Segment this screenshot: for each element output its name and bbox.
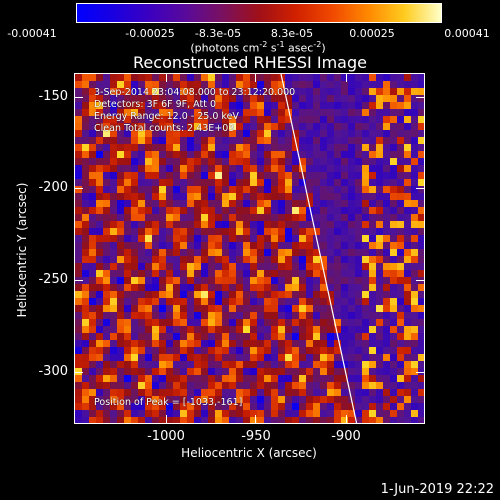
colorbar-tick-label: -8.3e-05 — [194, 27, 242, 40]
solar-limb-line — [280, 74, 358, 423]
colorbar-tick-label: -0.00041 — [7, 27, 57, 40]
y-tick — [75, 372, 83, 373]
x-tick-label: -950 — [241, 429, 271, 444]
x-tick — [346, 415, 347, 423]
info-counts: Clean Total counts: 2.43E+03 — [94, 123, 235, 134]
y-tick-label: -300 — [38, 364, 68, 379]
x-tick-label: -1000 — [147, 429, 185, 444]
y-tick-label: -150 — [38, 89, 68, 104]
info-time-range: 3-Sep-2014 23:04:08.000 to 23:12:20.000 — [94, 87, 296, 98]
x-tick — [166, 74, 167, 82]
y-axis-label: Heliocentric Y (arcsec) — [15, 182, 29, 318]
y-tick-label: -200 — [38, 180, 68, 195]
info-energy-range: Energy Range: 12.0 - 25.0 keV — [94, 111, 239, 122]
colorbar-units: (photons cm-2 s-1 asec-2) — [190, 40, 326, 55]
colorbar — [76, 3, 442, 23]
info-detectors: Detectors: 3F 6F 9F, Att 0 — [94, 99, 217, 110]
colorbar-tick-label: 0.00025 — [349, 27, 395, 40]
y-tick — [416, 97, 424, 98]
y-tick — [75, 188, 83, 189]
peak-position: Position of Peak = [-1033,-161] — [94, 397, 243, 408]
x-axis-label: Heliocentric X (arcsec) — [181, 446, 317, 460]
x-tick — [255, 74, 256, 82]
plot-title: Reconstructed RHESSI Image — [133, 53, 367, 72]
y-tick — [75, 97, 83, 98]
x-tick — [166, 415, 167, 423]
x-tick — [255, 415, 256, 423]
rhessi-image — [74, 73, 425, 424]
y-tick — [75, 280, 83, 281]
colorbar-tick-label: 0.00041 — [444, 27, 490, 40]
y-tick-label: -250 — [38, 272, 68, 287]
colorbar-tick-label: 8.3e-05 — [270, 27, 314, 40]
heatmap — [75, 74, 424, 423]
timestamp: 1-Jun-2019 22:22 — [380, 482, 494, 497]
y-tick — [416, 280, 424, 281]
y-tick — [416, 372, 424, 373]
x-tick — [346, 74, 347, 82]
x-tick-label: -900 — [331, 429, 361, 444]
colorbar-tick-label: -0.00025 — [125, 27, 175, 40]
y-tick — [416, 188, 424, 189]
